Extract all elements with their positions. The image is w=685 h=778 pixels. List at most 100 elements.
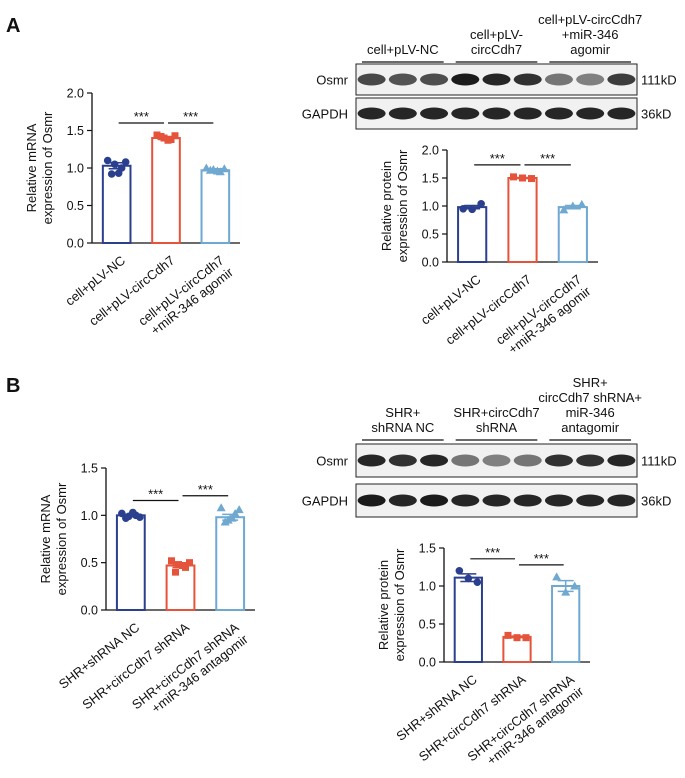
y-tick-label: 0.0 [422,256,439,270]
y-axis-label: Relative protein [379,161,394,251]
blot-band [513,494,542,507]
significance-label: *** [148,486,163,501]
data-point [227,513,237,522]
blot-band [544,454,573,467]
y-tick-label: 2.0 [422,144,439,158]
data-point [122,514,130,522]
group-label: miR-346 [566,405,615,420]
x-tick-label-line: SHR+shRNA NC [393,672,479,744]
y-tick-label: 1.5 [81,462,98,476]
y-tick-label: 0.5 [67,199,84,213]
significance-label: *** [134,109,149,124]
group-label: shRNA NC [371,420,434,435]
blot-band [607,107,636,120]
y-tick-label: 1.5 [67,124,84,138]
group-label: SHR+ [573,375,608,390]
blot-size-label: 111kD [641,73,677,88]
data-point [179,562,186,570]
y-axis-label: Relative mRNA [24,123,39,212]
y-tick-label: 1.5 [422,172,439,186]
bar [115,514,146,611]
y-tick-label: 0.5 [422,228,439,242]
blot-band [451,454,480,467]
group-label: antagomir [561,420,619,435]
blot-band [544,73,573,86]
data-point [153,131,161,139]
blot-band [451,107,480,120]
data-point [519,174,526,182]
data-point [468,205,476,214]
blot-row-label: GAPDH [302,494,348,509]
blot-band [607,73,636,86]
group-label: cell+pLV-NC [367,42,439,57]
group-label: SHR+circCdh7 [453,405,539,420]
data-point [561,587,571,596]
y-tick-label: 1.0 [422,200,439,214]
blot-band [576,454,605,467]
bar [551,585,581,663]
data-point [220,517,230,526]
x-tick-label-line: SHR+shRNA NC [56,620,142,692]
blot-band [357,73,386,86]
data-point [172,568,179,576]
y-tick-label: 0.0 [419,656,436,670]
panel-label: A [6,15,20,37]
blot-band [357,494,386,507]
group-label: cell+pLV- [470,27,523,42]
data-point [136,513,144,522]
y-tick-label: 0.0 [67,237,84,251]
data-point [464,574,473,583]
blot-size-label: 36kD [641,107,671,122]
y-axis-label: expression of Osmr [392,548,407,661]
bar [200,169,231,244]
data-point [171,132,179,140]
group-label: +miR-346 [562,27,619,42]
blot-band [420,73,449,86]
blot-size-label: 36kD [641,494,671,509]
y-axis-label: expression of Osmr [40,111,55,224]
blot-band [451,73,480,86]
data-point [570,581,580,590]
data-point [103,156,112,165]
data-point [522,634,530,642]
significance-label: *** [198,482,213,497]
bar [215,516,246,612]
y-tick-label: 2.0 [67,87,84,101]
blot-band [388,107,417,120]
y-axis-label: Relative protein [376,560,391,650]
y-tick-label: 0.5 [419,618,436,632]
data-point [513,634,521,642]
blot-band [357,454,386,467]
blot-band [420,107,449,120]
significance-label: *** [534,551,549,566]
blot-band [420,494,449,507]
significance-label: *** [540,151,555,166]
data-point [577,199,587,208]
bar [101,164,132,244]
data-point [219,164,229,173]
data-point [473,578,482,586]
data-point [129,508,137,517]
y-tick-label: 1.5 [419,542,436,556]
data-point [157,133,165,140]
data-point [459,205,467,213]
bar [151,137,181,244]
data-point [504,631,512,639]
bar [457,206,488,263]
data-point [455,567,464,575]
y-axis-label: Relative mRNA [38,494,53,583]
y-tick-label: 1.0 [419,580,436,594]
data-point [568,201,578,210]
data-point [528,175,535,183]
data-point [110,160,119,169]
data-point [205,165,215,174]
blot-row-label: Osmr [316,73,348,88]
blot-size-label: 111kD [641,454,677,469]
blot-band [576,73,605,86]
data-point [216,503,226,512]
y-axis-label: expression of Osmr [54,482,69,595]
blot-band [388,73,417,86]
group-label: shRNA [476,420,518,435]
data-point [121,158,130,166]
y-tick-label: 0.5 [81,556,98,570]
